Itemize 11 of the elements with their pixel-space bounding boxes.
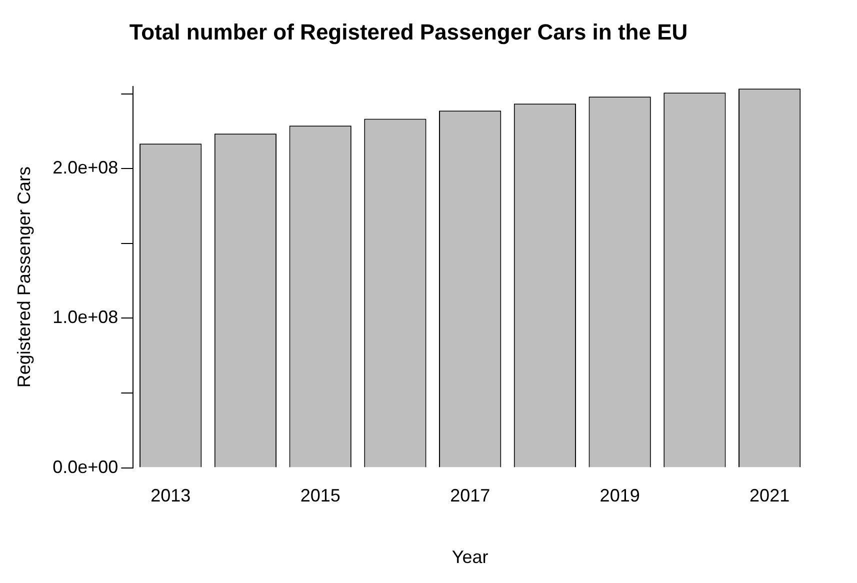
chart-title: Total number of Registered Passenger Cars in the EU — [129, 19, 688, 44]
x-tick-label: 2013 — [150, 486, 191, 506]
x-axis-title: Year — [452, 547, 488, 568]
y-axis-title: Registered Passenger Cars — [14, 166, 34, 388]
y-tick-label: 2.0e+08 — [52, 158, 118, 178]
x-tick-label: 2015 — [300, 486, 340, 506]
x-tick-label: 2021 — [750, 486, 790, 506]
x-tick-label: 2019 — [600, 486, 640, 506]
y-tick-label: 1.0e+08 — [52, 307, 118, 328]
x-tick-label: 2017 — [450, 486, 490, 506]
y-tick-label: 0.0e+00 — [52, 456, 118, 477]
